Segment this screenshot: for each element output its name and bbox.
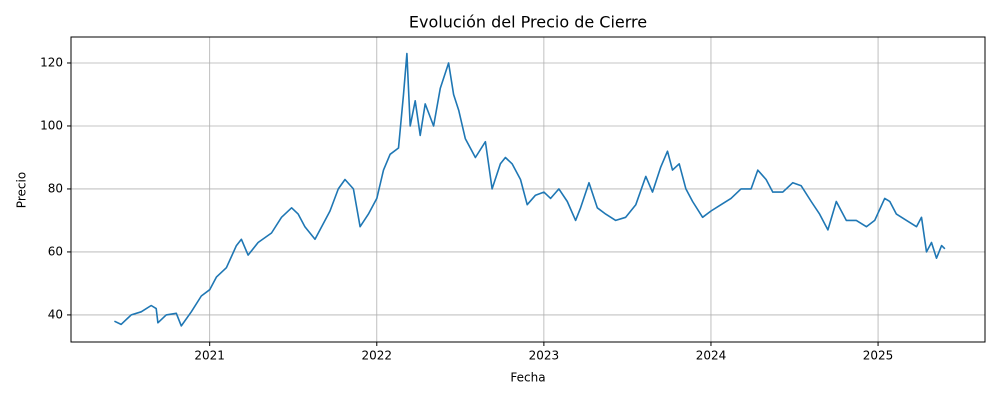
x-axis-label: Fecha [510,371,545,385]
plot-frame [70,36,986,343]
x-tick-label: 2022 [362,349,393,363]
series-line [114,52,946,327]
y-tick-label: 80 [48,181,63,195]
y-axis-label: Precio [15,172,29,208]
x-tick-label: 2021 [194,349,225,363]
x-tick-label: 2023 [529,349,560,363]
x-tick-label: 2025 [863,349,894,363]
x-tick-label: 2024 [696,349,727,363]
y-tick-label: 120 [40,55,63,69]
chart-title: Evolución del Precio de Cierre [409,13,647,32]
y-tick-label: 100 [40,118,63,132]
y-tick-label: 40 [48,307,63,321]
y-tick-label: 60 [48,244,63,258]
